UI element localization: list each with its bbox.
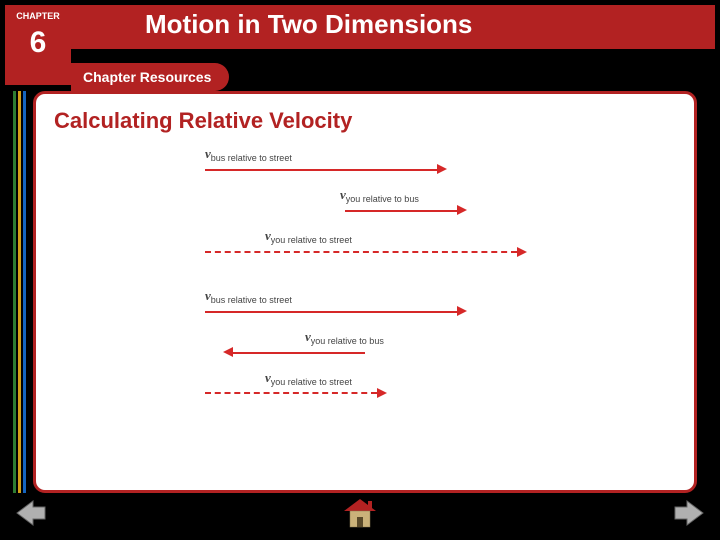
accent-stripe [23, 91, 26, 493]
vector-arrow [165, 348, 565, 358]
accent-stripe [18, 91, 21, 493]
vector-row: vyou relative to street [165, 370, 565, 399]
vector-arrow [165, 248, 565, 258]
vector-arrow [165, 307, 565, 317]
vector-label: vbus relative to street [205, 288, 565, 305]
chapter-tab: CHAPTER 6 [5, 5, 71, 85]
resources-tab[interactable]: Chapter Resources [71, 63, 229, 91]
chapter-label: CHAPTER [5, 5, 71, 21]
home-button[interactable] [340, 497, 380, 529]
section-title: Calculating Relative Velocity [54, 108, 676, 134]
vector-label: vyou relative to street [265, 228, 565, 245]
vector-row: vyou relative to bus [165, 187, 565, 216]
vector-label: vyou relative to street [265, 370, 565, 387]
slide-container: CHAPTER 6 Motion in Two Dimensions Chapt… [5, 5, 715, 535]
content-panel: Calculating Relative Velocity vbus relat… [33, 91, 697, 493]
chapter-number: 6 [5, 25, 71, 61]
vector-arrow [165, 389, 565, 399]
chapter-title: Motion in Two Dimensions [145, 9, 472, 40]
vector-label: vyou relative to bus [305, 329, 565, 346]
next-button[interactable] [673, 499, 705, 527]
vector-row: vyou relative to bus [165, 329, 565, 358]
arrow-right-icon [673, 499, 705, 527]
velocity-diagram: vbus relative to street vyou relative to … [165, 146, 565, 399]
accent-stripe [13, 91, 16, 493]
vector-row: vbus relative to street [165, 146, 565, 175]
home-icon [340, 497, 380, 529]
arrow-left-icon [15, 499, 47, 527]
vector-label: vyou relative to bus [340, 187, 565, 204]
prev-button[interactable] [15, 499, 47, 527]
vector-label: vbus relative to street [205, 146, 565, 163]
vector-arrow [165, 165, 565, 175]
vector-arrow [165, 206, 565, 216]
vector-row: vbus relative to street [165, 288, 565, 317]
vector-row: vyou relative to street [165, 228, 565, 257]
